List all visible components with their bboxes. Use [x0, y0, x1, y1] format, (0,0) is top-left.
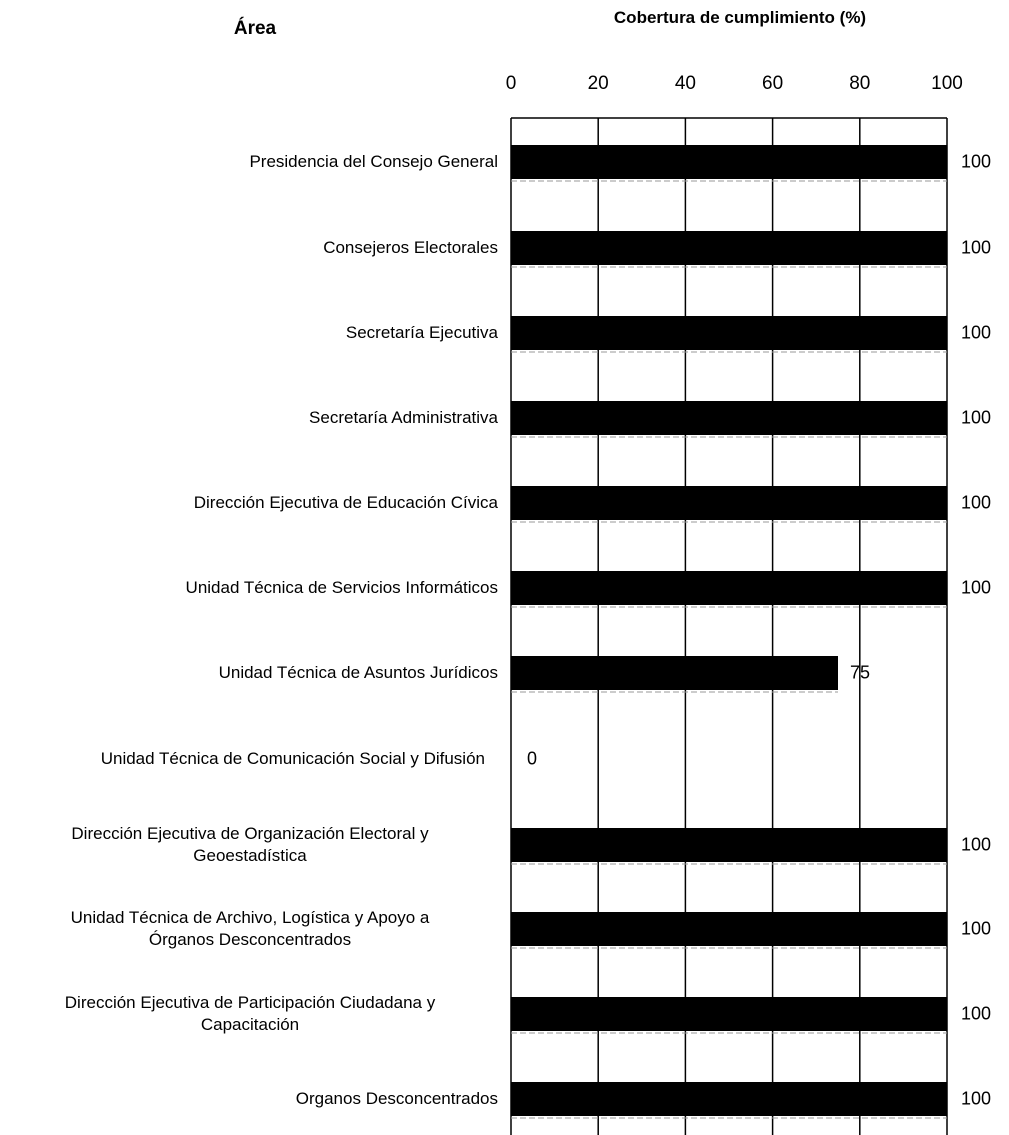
category-label-5: Unidad Técnica de Servicios Informáticos [185, 578, 498, 597]
y-axis-title: Área [233, 18, 277, 39]
x-tick-label-0: 0 [505, 73, 517, 94]
data-label-1: 100 [961, 237, 992, 258]
category-label-9: Unidad Técnica de Archivo, Logística y A… [70, 908, 430, 949]
bar-6 [511, 656, 838, 690]
bar-9 [511, 912, 947, 946]
x-tick-label-3: 60 [762, 73, 784, 94]
bar-3 [511, 401, 947, 435]
data-label-3: 100 [961, 407, 992, 428]
x-tick-label-2: 40 [674, 73, 696, 94]
data-label-10: 100 [961, 1003, 992, 1024]
bar-11 [511, 1082, 947, 1116]
data-label-7: 0 [527, 748, 538, 769]
bar-0 [511, 145, 947, 179]
data-label-6: 75 [850, 662, 871, 683]
bar-1 [511, 231, 947, 265]
bar-2 [511, 316, 947, 350]
category-label-11: Organos Desconcentrados [295, 1089, 498, 1108]
category-label-7: Unidad Técnica de Comunicación Social y … [100, 749, 485, 768]
data-label-5: 100 [961, 577, 992, 598]
bar-8 [511, 828, 947, 862]
category-label-8: Dirección Ejecutiva de Organización Elec… [71, 824, 429, 865]
category-label-3: Secretaría Administrativa [309, 408, 498, 427]
data-label-8: 100 [961, 834, 992, 855]
data-label-4: 100 [961, 492, 992, 513]
bar-10 [511, 997, 947, 1031]
data-label-11: 100 [961, 1088, 992, 1109]
data-label-0: 100 [961, 151, 992, 172]
x-tick-label-5: 100 [931, 73, 963, 94]
category-label-0: Presidencia del Consejo General [249, 152, 498, 171]
bar-5 [511, 571, 947, 605]
x-tick-label-4: 80 [849, 73, 871, 94]
category-label-1: Consejeros Electorales [323, 238, 498, 257]
category-label-6: Unidad Técnica de Asuntos Jurídicos [218, 663, 498, 682]
category-label-2: Secretaría Ejecutiva [345, 323, 498, 342]
bar-4 [511, 486, 947, 520]
x-tick-label-1: 20 [587, 73, 609, 94]
x-axis-title: Cobertura de cumplimiento (%) [613, 8, 867, 27]
category-label-10: Dirección Ejecutiva de Participación Ciu… [64, 993, 436, 1034]
data-label-2: 100 [961, 322, 992, 343]
data-label-9: 100 [961, 918, 992, 939]
category-label-4: Dirección Ejecutiva de Educación Cívica [193, 493, 498, 512]
